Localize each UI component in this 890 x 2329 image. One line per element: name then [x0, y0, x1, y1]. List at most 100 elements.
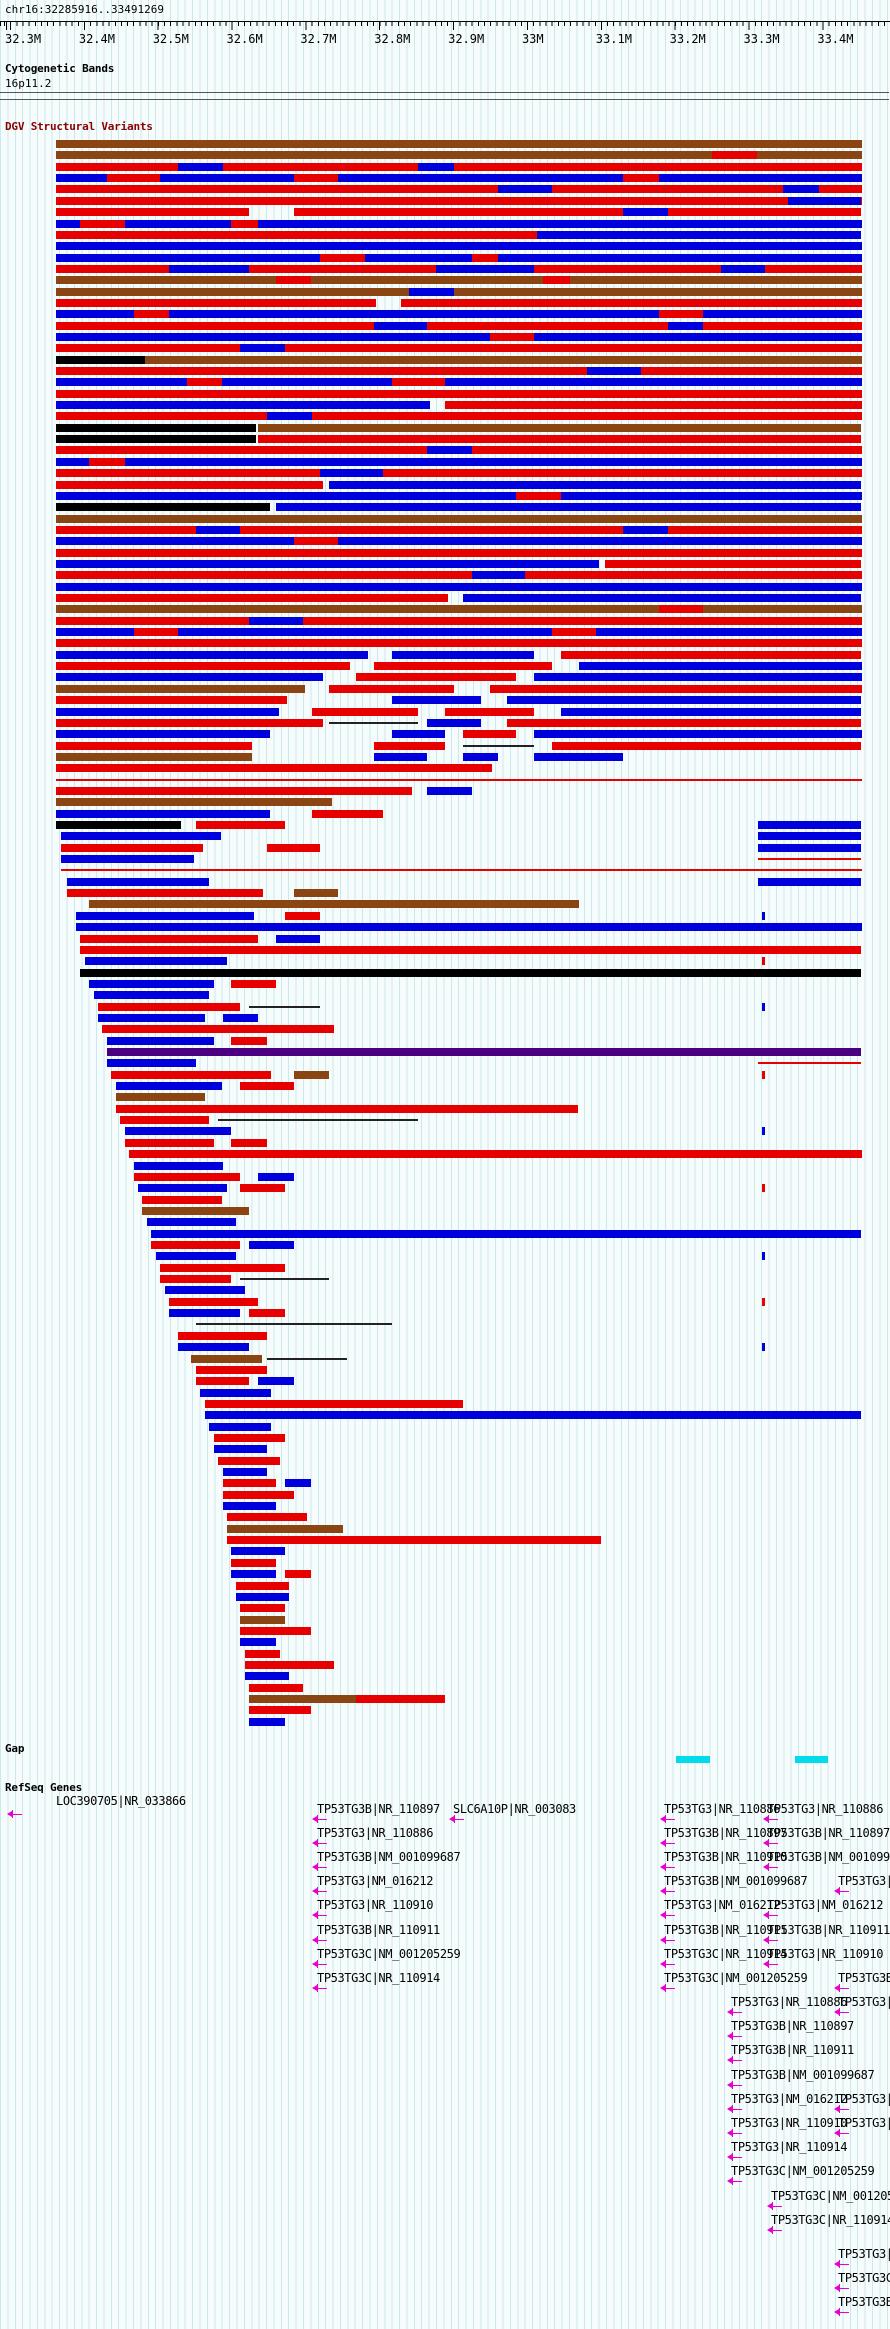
variant-bar[interactable] — [258, 435, 862, 444]
variant-bar[interactable] — [267, 843, 321, 852]
variant-bar[interactable] — [311, 809, 383, 818]
strand-marker-icon[interactable] — [834, 2129, 850, 2138]
variant-bar[interactable] — [178, 162, 223, 171]
gap-segment[interactable] — [794, 1756, 828, 1763]
variant-bar[interactable] — [758, 832, 862, 841]
variant-bar[interactable] — [169, 1309, 241, 1317]
strand-marker-icon[interactable] — [763, 1960, 779, 1969]
variant-bar[interactable] — [536, 230, 862, 239]
variant-bar[interactable] — [720, 264, 766, 273]
variant-bar[interactable] — [391, 696, 481, 705]
variant-bar[interactable] — [249, 1695, 356, 1703]
variant-bar[interactable] — [204, 1399, 463, 1408]
variant-bar[interactable] — [761, 1184, 766, 1193]
variant-bar[interactable] — [56, 321, 862, 330]
strand-marker-icon[interactable] — [834, 2260, 850, 2269]
strand-marker-icon[interactable] — [834, 1984, 850, 1993]
gene-label[interactable]: TP53TG3C|NM_001205259 — [838, 2271, 890, 2285]
variant-bar[interactable] — [311, 707, 419, 716]
variant-bar[interactable] — [56, 355, 862, 364]
variant-bar[interactable] — [195, 1365, 267, 1374]
variant-bar[interactable] — [542, 276, 570, 285]
gene-label[interactable]: TP53TG3B|NM_001099687 — [767, 1850, 890, 1864]
variant-bar[interactable] — [471, 253, 499, 262]
variant-bar[interactable] — [462, 730, 517, 739]
gene-label[interactable]: TP53TG3|NM_016212 — [317, 1874, 434, 1888]
variant-bar[interactable] — [56, 332, 862, 341]
variant-bar[interactable] — [391, 730, 445, 739]
strand-marker-icon[interactable] — [312, 1863, 328, 1872]
variant-bar[interactable] — [231, 219, 259, 228]
variant-bar[interactable] — [329, 480, 862, 489]
variant-bar[interactable] — [178, 1343, 250, 1352]
variant-bar[interactable] — [356, 1695, 445, 1703]
variant-bar[interactable] — [320, 253, 365, 262]
variant-bar[interactable] — [56, 378, 862, 387]
variant-bar[interactable] — [56, 537, 862, 546]
variant-bar[interactable] — [498, 185, 552, 194]
variant-bar[interactable] — [551, 628, 597, 637]
variant-bar[interactable] — [115, 1104, 579, 1113]
variant-bar[interactable] — [249, 1309, 285, 1317]
strand-marker-icon[interactable] — [727, 2177, 743, 2186]
gene-label[interactable]: TP53TG3|NR_110886 — [838, 1995, 890, 2009]
strand-marker-icon[interactable] — [834, 2308, 850, 2317]
variant-bar[interactable] — [240, 1604, 285, 1613]
gene-label[interactable]: TP53TG3|NR_110886 — [731, 1995, 848, 2009]
variant-bar[interactable] — [56, 208, 250, 217]
strand-marker-icon[interactable] — [312, 1911, 328, 1920]
gene-label[interactable]: TP53TG3B|NR_110911 — [664, 1923, 787, 1937]
gene-label[interactable]: TP53TG3|NR_110910 — [838, 1874, 890, 1888]
variant-bar[interactable] — [155, 1252, 236, 1261]
gene-label[interactable]: TP53TG3|NR_110910 — [731, 2116, 848, 2130]
variant-bar[interactable] — [56, 389, 862, 398]
variant-bar[interactable] — [151, 1241, 241, 1249]
gene-label[interactable]: TP53TG3B|NR_110897 — [317, 1802, 440, 1816]
variant-bar[interactable] — [293, 1070, 330, 1079]
variant-bar[interactable] — [56, 457, 862, 466]
gene-label[interactable]: TP53TG3|NM_016212 — [664, 1898, 781, 1912]
variant-bar[interactable] — [56, 662, 350, 671]
variant-bar[interactable] — [169, 1297, 259, 1306]
variant-bar[interactable] — [462, 594, 862, 602]
variant-bar[interactable] — [56, 367, 862, 375]
variant-bar[interactable] — [445, 707, 534, 716]
gene-label[interactable]: TP53TG3|NR_110886 — [664, 1802, 781, 1816]
variant-bar[interactable] — [244, 1672, 290, 1681]
variant-bar[interactable] — [249, 1706, 312, 1715]
variant-bar[interactable] — [56, 162, 862, 171]
gene-label[interactable]: TP53TG3B|NR_110897 — [767, 1826, 890, 1840]
variant-bar[interactable] — [761, 1070, 766, 1079]
variant-bar[interactable] — [200, 1388, 272, 1397]
variant-bar[interactable] — [758, 858, 862, 860]
variant-bar[interactable] — [222, 1479, 276, 1488]
variant-bar[interactable] — [761, 957, 766, 966]
strand-marker-icon[interactable] — [727, 2032, 743, 2041]
variant-bar[interactable] — [758, 1062, 862, 1065]
variant-bar[interactable] — [115, 1093, 205, 1102]
variant-bar[interactable] — [534, 730, 862, 739]
variant-bar[interactable] — [56, 548, 862, 557]
variant-bar[interactable] — [267, 412, 312, 421]
gene-label[interactable]: TP53TG3B|NR_110911 — [317, 1923, 440, 1937]
variant-bar[interactable] — [56, 514, 862, 523]
variant-bar[interactable] — [231, 1138, 267, 1147]
variant-bar[interactable] — [56, 605, 862, 614]
variant-bar[interactable] — [293, 208, 862, 217]
strand-marker-icon[interactable] — [834, 2105, 850, 2114]
variant-bar[interactable] — [124, 1138, 214, 1147]
variant-bar[interactable] — [436, 264, 534, 273]
variant-bar[interactable] — [787, 196, 862, 205]
variant-bar[interactable] — [89, 979, 214, 988]
variant-bar[interactable] — [142, 1206, 250, 1215]
variant-bar[interactable] — [56, 287, 862, 296]
variant-bar[interactable] — [231, 1570, 276, 1579]
gene-label[interactable]: TP53TG3|NR_110910 — [767, 1947, 884, 1961]
variant-bar[interactable] — [75, 923, 862, 932]
variant-bar[interactable] — [160, 1275, 232, 1283]
variant-bar[interactable] — [373, 752, 428, 761]
variant-bar[interactable] — [231, 979, 276, 988]
strand-marker-icon[interactable] — [312, 1984, 328, 1993]
variant-bar[interactable] — [120, 1116, 210, 1125]
variant-bar[interactable] — [186, 378, 223, 387]
